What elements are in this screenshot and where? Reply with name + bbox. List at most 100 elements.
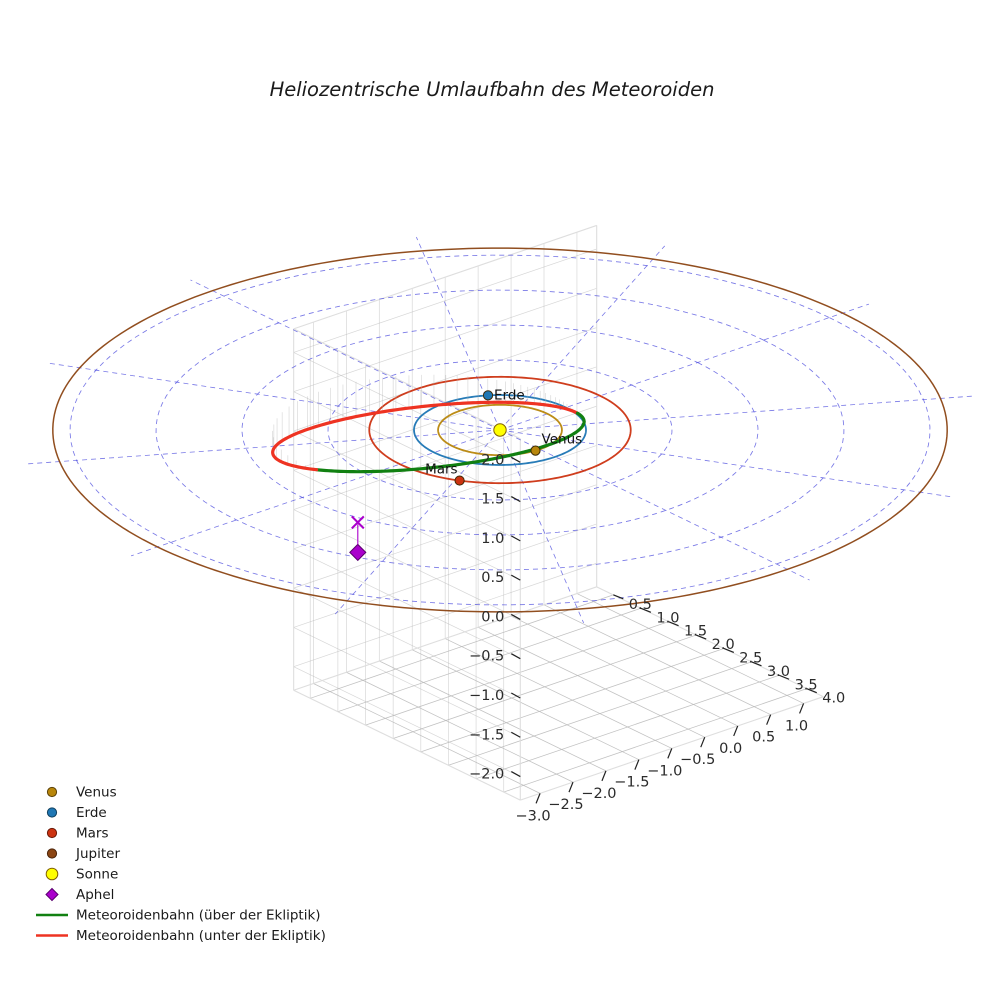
y-tick-label: 1.5 [684,624,707,640]
x-tick-label: −2.0 [581,786,616,802]
x-tick-label: −3.0 [515,808,550,824]
axis-tick [700,736,706,748]
polar-grid-spoke [499,395,975,431]
polar-grid-spoke [47,362,501,431]
axis-tick [568,781,574,793]
grid-line [475,674,780,780]
x-tick-label: −1.5 [614,775,649,791]
x-tick-label: −2.5 [548,797,583,813]
grid-line [293,445,597,550]
legend-label: Mars [76,826,109,842]
legend-label: Erde [76,805,107,821]
meteoroid-orbit-segment [314,420,586,474]
axis-tick [511,535,521,542]
legend-item[interactable]: Jupiter [46,846,120,862]
legend-label: Meteoroidenbahn (über der Ekliptik) [76,908,321,924]
grid-line [346,671,574,783]
polar-grid-spoke [499,429,584,624]
axis-tick [511,496,521,503]
grid-line [293,248,597,353]
legend-label: Meteoroidenbahn (unter der Ekliptik) [76,928,326,944]
z-tick-label: 1.0 [481,531,504,547]
legend-item[interactable]: Sonne [45,867,118,883]
grid-line [293,327,597,432]
grid-line [293,469,521,581]
legend-item[interactable]: Aphel [45,887,114,903]
legend-circle-swatch [46,786,58,798]
grid-line [477,626,705,738]
grid-line [293,587,521,699]
legend-item[interactable]: Meteoroidenbahn (unter der Ekliptik) [36,928,326,944]
grid-line [293,666,521,777]
x-tick-label: 1.0 [785,718,808,734]
z-tick-label: 0.5 [481,570,504,586]
polar-grid-spoke [416,236,501,431]
meteoroid-orbit-segment [575,411,586,424]
x-tick-label: −0.5 [680,752,715,768]
axis-tick [511,613,521,620]
axis-tick [535,793,541,804]
legend-circle-swatch [46,807,58,818]
y-tick-label: 4.0 [822,691,845,707]
legend-label: Aphel [76,887,114,903]
z-tick-label: 2.0 [481,452,504,468]
y-tick-label: 2.5 [739,650,762,666]
z-tick-label: 0.0 [481,609,504,625]
legend-circle-swatch [46,848,58,859]
legend: Venus Erde Mars Jupiter Sonne Aphel Meteoroide… [36,785,326,944]
aphel-marker [349,543,367,562]
grid-line [293,509,521,620]
legend-diamond-swatch [45,887,59,902]
grid-line [365,621,669,726]
grid-line [543,604,771,716]
z-tick-label: −1.0 [469,688,504,704]
legend-item[interactable]: Erde [46,805,107,821]
legend-item[interactable]: Venus [46,785,117,801]
grid-line [337,607,642,713]
axis-tick [751,661,762,667]
grid-line [293,287,597,393]
grid-line [310,594,614,699]
z-tick-label: −2.0 [469,767,504,783]
polar-grid-spoke [25,429,501,465]
grid-line [293,562,597,668]
grid-line [412,649,640,760]
grid-line [510,615,738,727]
axis-tick [799,703,805,714]
legend-circle-swatch [46,827,58,839]
axis-tick [733,725,739,737]
axis-tick [640,607,652,613]
grid-line [293,523,597,628]
planet-marker-mars [454,475,465,486]
axis-tick [695,634,707,640]
grid-line [313,683,541,794]
grid-line [293,484,597,589]
planet-marker-venus [530,445,541,456]
polar-grid-spoke [499,429,810,581]
y-tick-label: 2.0 [712,637,735,653]
axis-tick [667,748,673,759]
grid-line [379,660,607,772]
planet-orbit [52,247,948,613]
polar-grid-spoke [499,429,953,498]
legend-item[interactable]: Mars [46,826,109,842]
z-tick-label: −1.5 [469,727,504,743]
grid-line [293,548,521,660]
legend-circle-swatch [45,867,59,881]
x-tick-label: 0.0 [719,741,742,757]
axis-tick [613,594,624,600]
grid-line [293,689,521,801]
grid-line [293,586,597,691]
axis-tick [766,714,772,725]
grid-line [420,648,724,753]
axis-tick [511,653,521,660]
axis-tick [723,647,735,654]
z-tick-label: −0.5 [469,649,504,665]
axis-tick [511,692,521,699]
grid-line [520,696,824,801]
planet-marker-erde [482,390,494,401]
legend-item[interactable]: Meteoroidenbahn (über der Ekliptik) [36,908,321,924]
